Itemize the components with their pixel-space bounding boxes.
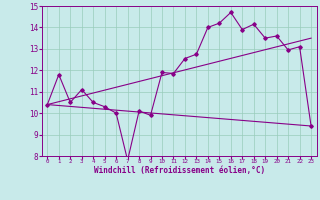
X-axis label: Windchill (Refroidissement éolien,°C): Windchill (Refroidissement éolien,°C): [94, 166, 265, 175]
